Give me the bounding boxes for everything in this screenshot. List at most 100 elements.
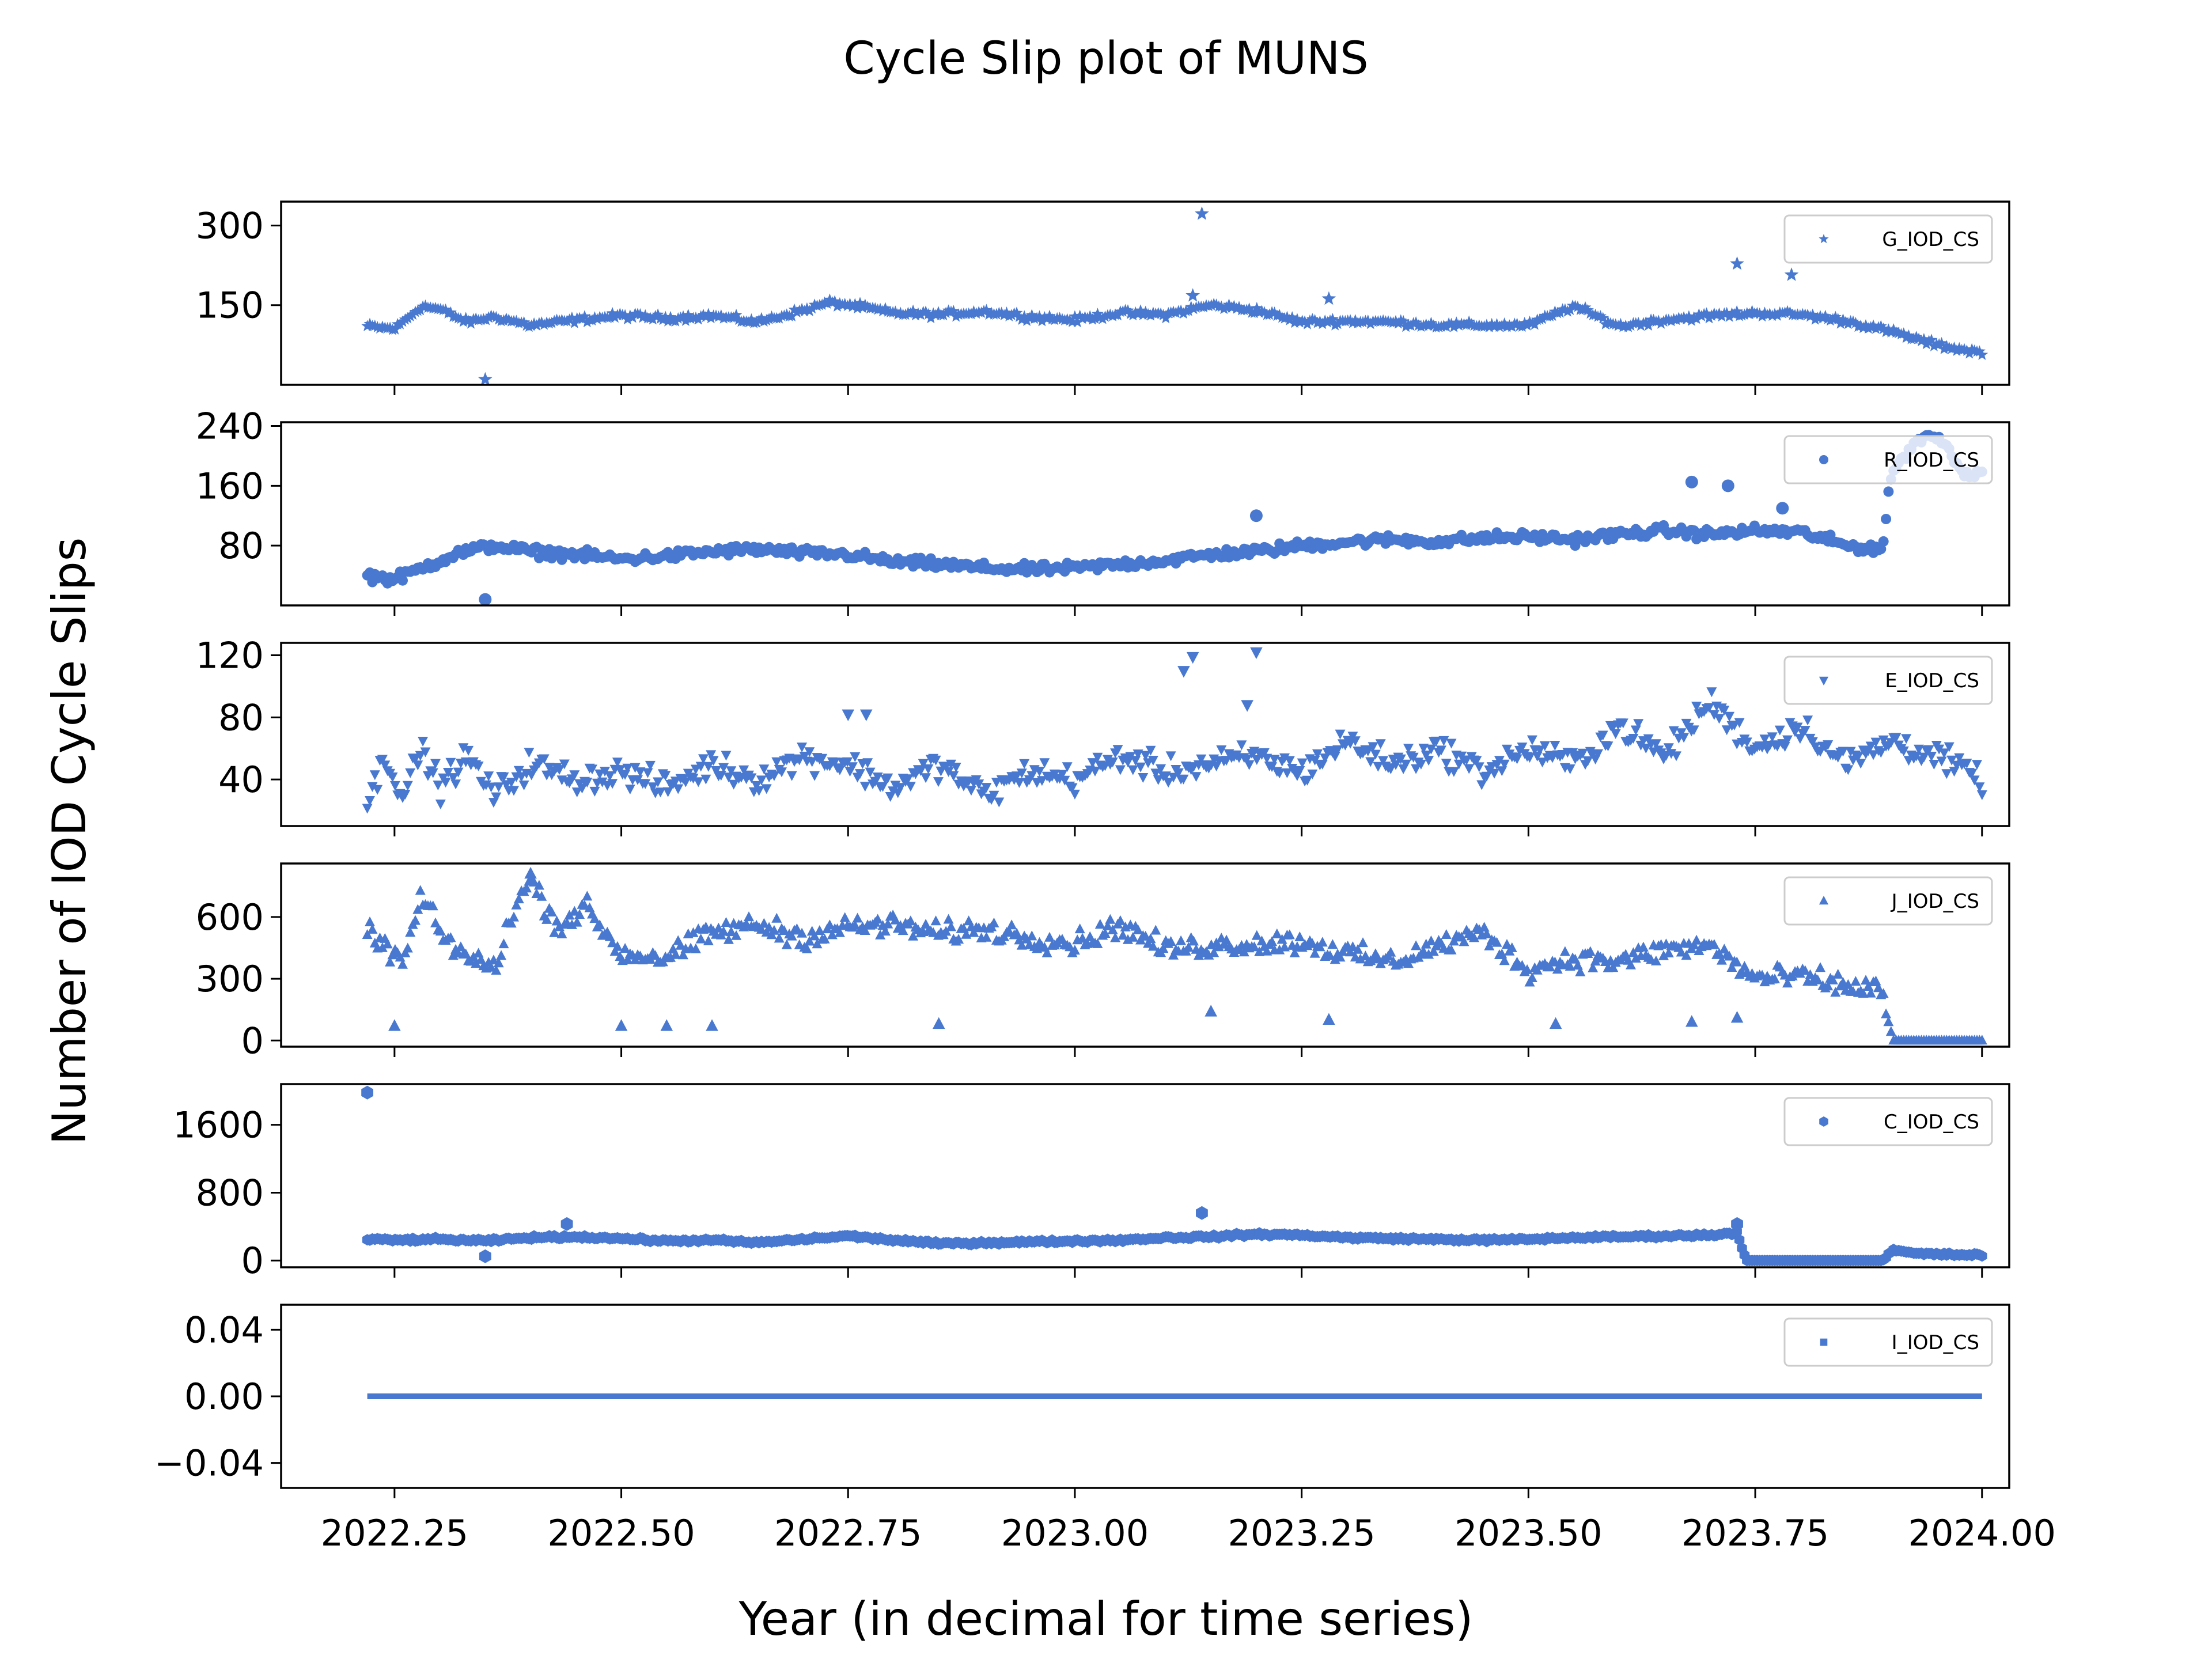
- data-point: [1039, 758, 1050, 768]
- data-point: [1216, 745, 1227, 755]
- data-point: [1974, 782, 1985, 793]
- data-point: [518, 316, 531, 328]
- data-point: [1838, 747, 1849, 757]
- data-point: [862, 758, 873, 768]
- data-point: [1094, 919, 1105, 929]
- series-points: [361, 1085, 1987, 1267]
- data-point: [1732, 956, 1743, 967]
- data-point: [1168, 949, 1179, 960]
- data-point: [1284, 929, 1295, 940]
- x-tick-label: 2023.50: [1455, 1512, 1602, 1554]
- data-point: [1726, 962, 1737, 972]
- data-point: [981, 931, 992, 942]
- data-point: [587, 764, 597, 775]
- subplot-frame: [280, 1304, 2010, 1489]
- data-point: [1286, 311, 1298, 323]
- data-point: [571, 787, 582, 798]
- data-point: [830, 757, 840, 768]
- outlier-point: [1731, 1217, 1743, 1231]
- data-point: [473, 762, 484, 771]
- data-point: [607, 779, 618, 789]
- data-point: [1274, 768, 1285, 779]
- legend-box: [1783, 876, 1993, 926]
- data-point: [445, 932, 456, 942]
- data-point: [1173, 768, 1184, 778]
- data-point: [1854, 319, 1867, 331]
- data-point: [493, 957, 504, 968]
- data-point: [1518, 317, 1531, 328]
- data-point: [1102, 920, 1113, 930]
- data-point: [1527, 972, 1537, 982]
- data-point: [554, 765, 565, 775]
- data-point: [1552, 964, 1563, 974]
- y-tick-label: 1600: [173, 1104, 264, 1146]
- data-point: [1565, 961, 1575, 971]
- data-point: [1590, 956, 1601, 966]
- data-point: [1774, 725, 1785, 736]
- data-point: [632, 775, 643, 785]
- data-point: [766, 310, 778, 322]
- data-point: [1837, 313, 1849, 325]
- data-point: [753, 786, 764, 796]
- data-point: [688, 927, 699, 937]
- data-point: [786, 310, 798, 321]
- data-point: [385, 956, 396, 967]
- data-point: [1188, 935, 1199, 946]
- data-point: [647, 782, 658, 793]
- data-point: [389, 781, 400, 791]
- data-point: [1251, 930, 1262, 940]
- data-point: [412, 760, 423, 771]
- data-point: [1297, 758, 1308, 768]
- data-point: [402, 942, 413, 953]
- data-point: [1567, 748, 1578, 758]
- data-point: [418, 737, 429, 747]
- data-point: [745, 313, 757, 325]
- data-point: [450, 779, 461, 790]
- data-point: [1976, 349, 1988, 360]
- data-point: [718, 763, 729, 773]
- data-point: [1273, 309, 1286, 320]
- data-point: [1939, 748, 1949, 759]
- data-point: [496, 950, 507, 960]
- data-point: [786, 771, 797, 781]
- data-point: [726, 926, 737, 937]
- data-point: [415, 751, 426, 761]
- data-point: [1522, 964, 1533, 974]
- data-point: [578, 310, 591, 322]
- data-point: [1279, 753, 1290, 763]
- data-point: [824, 919, 835, 930]
- data-point: [455, 941, 466, 952]
- data-point: [1898, 746, 1909, 756]
- data-point: [377, 942, 388, 952]
- data-point: [1325, 950, 1335, 960]
- data-point: [1581, 304, 1594, 316]
- data-point: [653, 777, 664, 787]
- data-point: [1954, 753, 1965, 763]
- data-point: [1858, 988, 1869, 998]
- data-point: [1753, 307, 1766, 319]
- data-point: [1721, 725, 1732, 736]
- data-point: [600, 767, 610, 777]
- data-point: [1138, 773, 1149, 783]
- data-point: [1721, 306, 1733, 319]
- data-point: [1923, 745, 1934, 755]
- data-point: [1326, 313, 1339, 324]
- data-point: [1043, 309, 1056, 321]
- data-point: [756, 775, 767, 786]
- data-point: [682, 309, 695, 320]
- data-point: [877, 782, 888, 792]
- data-point: [922, 308, 934, 320]
- data-point: [1319, 315, 1331, 326]
- data-point: [801, 302, 813, 314]
- data-point: [1307, 769, 1318, 779]
- data-point: [1671, 751, 1681, 762]
- data-point: [1236, 740, 1247, 751]
- data-point: [738, 765, 749, 775]
- outlier-point: [1323, 1013, 1335, 1025]
- data-point: [612, 941, 623, 951]
- data-point: [511, 899, 522, 910]
- data-point: [1961, 759, 1972, 769]
- data-point: [566, 311, 578, 323]
- data-point: [1936, 756, 1947, 767]
- data-point: [588, 311, 601, 323]
